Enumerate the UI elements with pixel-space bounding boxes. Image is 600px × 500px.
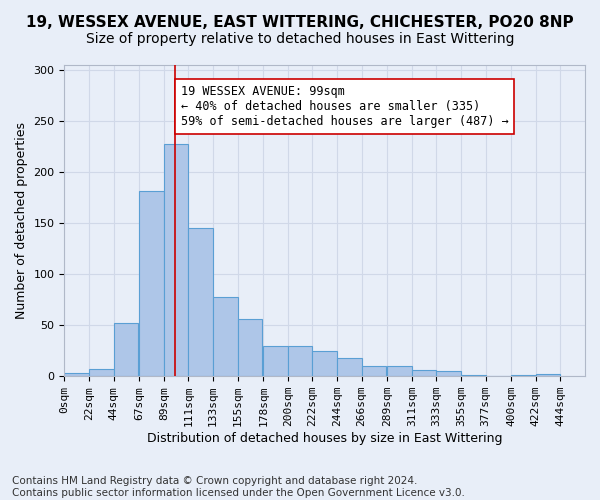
Bar bbox=[263, 346, 288, 376]
Text: 19 WESSEX AVENUE: 99sqm
← 40% of detached houses are smaller (335)
59% of semi-d: 19 WESSEX AVENUE: 99sqm ← 40% of detache… bbox=[181, 85, 508, 128]
Bar bbox=[238, 319, 262, 376]
Text: Contains HM Land Registry data © Crown copyright and database right 2024.
Contai: Contains HM Land Registry data © Crown c… bbox=[12, 476, 465, 498]
Bar bbox=[139, 190, 164, 376]
Bar bbox=[511, 375, 536, 376]
Bar bbox=[113, 323, 138, 376]
Y-axis label: Number of detached properties: Number of detached properties bbox=[15, 122, 28, 319]
Bar bbox=[436, 371, 461, 376]
Bar bbox=[188, 228, 213, 376]
Bar bbox=[64, 373, 89, 376]
Bar bbox=[89, 369, 113, 376]
Text: 19, WESSEX AVENUE, EAST WITTERING, CHICHESTER, PO20 8NP: 19, WESSEX AVENUE, EAST WITTERING, CHICH… bbox=[26, 15, 574, 30]
Bar bbox=[536, 374, 560, 376]
Bar bbox=[213, 296, 238, 376]
Bar bbox=[313, 350, 337, 376]
Bar bbox=[288, 346, 313, 376]
Bar bbox=[461, 375, 485, 376]
Bar bbox=[412, 370, 436, 376]
Bar bbox=[337, 358, 362, 376]
X-axis label: Distribution of detached houses by size in East Wittering: Distribution of detached houses by size … bbox=[147, 432, 502, 445]
Text: Size of property relative to detached houses in East Wittering: Size of property relative to detached ho… bbox=[86, 32, 514, 46]
Bar bbox=[362, 366, 386, 376]
Bar bbox=[387, 366, 412, 376]
Bar bbox=[164, 144, 188, 376]
